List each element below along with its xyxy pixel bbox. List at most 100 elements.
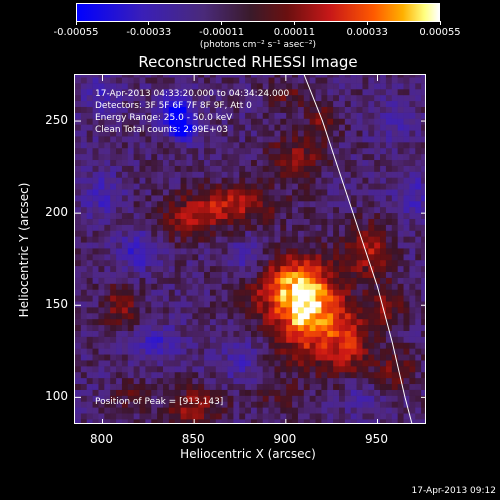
heatmap-cell xyxy=(198,118,205,125)
heatmap-cell xyxy=(204,177,211,184)
heatmap-cell xyxy=(86,75,93,78)
heatmap-cell xyxy=(139,224,146,231)
heatmap-cell xyxy=(80,159,88,166)
heatmap-cell xyxy=(227,100,234,107)
heatmap-cell xyxy=(309,265,316,273)
heatmap-cell xyxy=(391,100,398,107)
heatmap-cell xyxy=(391,230,398,237)
heatmap-cell xyxy=(198,83,205,90)
heatmap-cell xyxy=(315,389,322,396)
heatmap-cell xyxy=(362,271,369,278)
heatmap-cell xyxy=(268,201,275,208)
heatmap-cell xyxy=(227,336,234,343)
heatmap-cell xyxy=(209,189,217,196)
heatmap-cell xyxy=(350,248,357,255)
heatmap-cell xyxy=(127,342,134,349)
heatmap-cell xyxy=(315,259,322,267)
heatmap-cell xyxy=(174,307,181,314)
heatmap-cell xyxy=(397,371,404,379)
heatmap-cell xyxy=(344,224,352,231)
heatmap-cell xyxy=(186,236,193,243)
heatmap-cell xyxy=(344,360,352,367)
heatmap-cell xyxy=(116,366,123,373)
heatmap-cell xyxy=(274,147,281,155)
heatmap-cell xyxy=(251,224,258,231)
heatmap-cell xyxy=(204,336,211,343)
heatmap-cell xyxy=(280,383,287,390)
heatmap-cell xyxy=(209,77,217,84)
heatmap-cell xyxy=(168,218,176,225)
heatmap-cell xyxy=(157,271,164,278)
heatmap-cell xyxy=(350,171,357,178)
heatmap-cell xyxy=(110,283,117,290)
heatmap-cell xyxy=(292,259,299,267)
heatmap-cell xyxy=(86,389,93,396)
heatmap-cell xyxy=(262,277,269,284)
heatmap-cell xyxy=(86,230,93,237)
heatmap-cell xyxy=(327,201,334,208)
heatmap-cell xyxy=(262,265,269,273)
heatmap-cell xyxy=(168,112,176,119)
heatmap-cell xyxy=(139,342,146,349)
heatmap-cell xyxy=(215,242,222,249)
heatmap-cell xyxy=(268,413,275,420)
heatmap-cell xyxy=(421,177,425,184)
heatmap-cell xyxy=(268,136,275,143)
heatmap-cell xyxy=(227,124,234,131)
heatmap-cell xyxy=(92,142,99,149)
heatmap-cell xyxy=(245,177,252,184)
heatmap-cell xyxy=(268,283,275,290)
heatmap-cell xyxy=(92,377,99,385)
heatmap-cell xyxy=(221,289,228,296)
heatmap-cell xyxy=(262,301,269,308)
heatmap-cell xyxy=(221,407,228,414)
heatmap-cell xyxy=(274,153,281,161)
heatmap-cell xyxy=(415,354,422,361)
heatmap-cell xyxy=(139,289,146,296)
heatmap-cell xyxy=(385,201,393,208)
heatmap-cell xyxy=(415,218,422,225)
heatmap-cell xyxy=(227,330,234,337)
heatmap-cell xyxy=(180,395,187,402)
heatmap-cell xyxy=(409,77,416,84)
heatmap-cell xyxy=(215,259,222,267)
heatmap-cell xyxy=(98,348,105,355)
heatmap-cell xyxy=(233,254,240,261)
heatmap-cell xyxy=(327,212,334,219)
heatmap-cell xyxy=(397,313,404,320)
heatmap-cell xyxy=(339,224,346,231)
heatmap-cell xyxy=(321,177,328,184)
heatmap-cell xyxy=(139,159,146,166)
heatmap-cell xyxy=(421,195,425,202)
heatmap-cell xyxy=(362,283,369,290)
heatmap-cell xyxy=(262,130,269,137)
heatmap-cell xyxy=(104,419,111,423)
heatmap-cell xyxy=(333,371,340,379)
heatmap-cell xyxy=(268,248,275,255)
heatmap-cell xyxy=(121,348,129,355)
heatmap-cell xyxy=(327,230,334,237)
heatmap-cell xyxy=(157,259,164,267)
heatmap-cell xyxy=(145,371,152,379)
heatmap-cell xyxy=(98,212,105,219)
heatmap-cell xyxy=(321,360,328,367)
heatmap-cell xyxy=(321,330,328,337)
heatmap-cell xyxy=(98,265,105,273)
heatmap-cell xyxy=(339,153,346,161)
heatmap-cell xyxy=(292,153,299,161)
heatmap-cell xyxy=(168,407,176,414)
heatmap-cell xyxy=(274,259,281,267)
heatmap-cell xyxy=(268,89,275,96)
heatmap-cell xyxy=(75,89,82,96)
heatmap-cell xyxy=(92,336,99,343)
heatmap-cell xyxy=(262,124,269,131)
heatmap-cell xyxy=(350,100,357,107)
heatmap-cell xyxy=(280,100,287,107)
heatmap-cell xyxy=(274,395,281,402)
heatmap-cell xyxy=(409,348,416,355)
heatmap-cell xyxy=(380,224,387,231)
heatmap-cell xyxy=(356,336,363,343)
heatmap-cell xyxy=(198,177,205,184)
heatmap-cell xyxy=(116,118,123,125)
heatmap-cell xyxy=(215,407,222,414)
